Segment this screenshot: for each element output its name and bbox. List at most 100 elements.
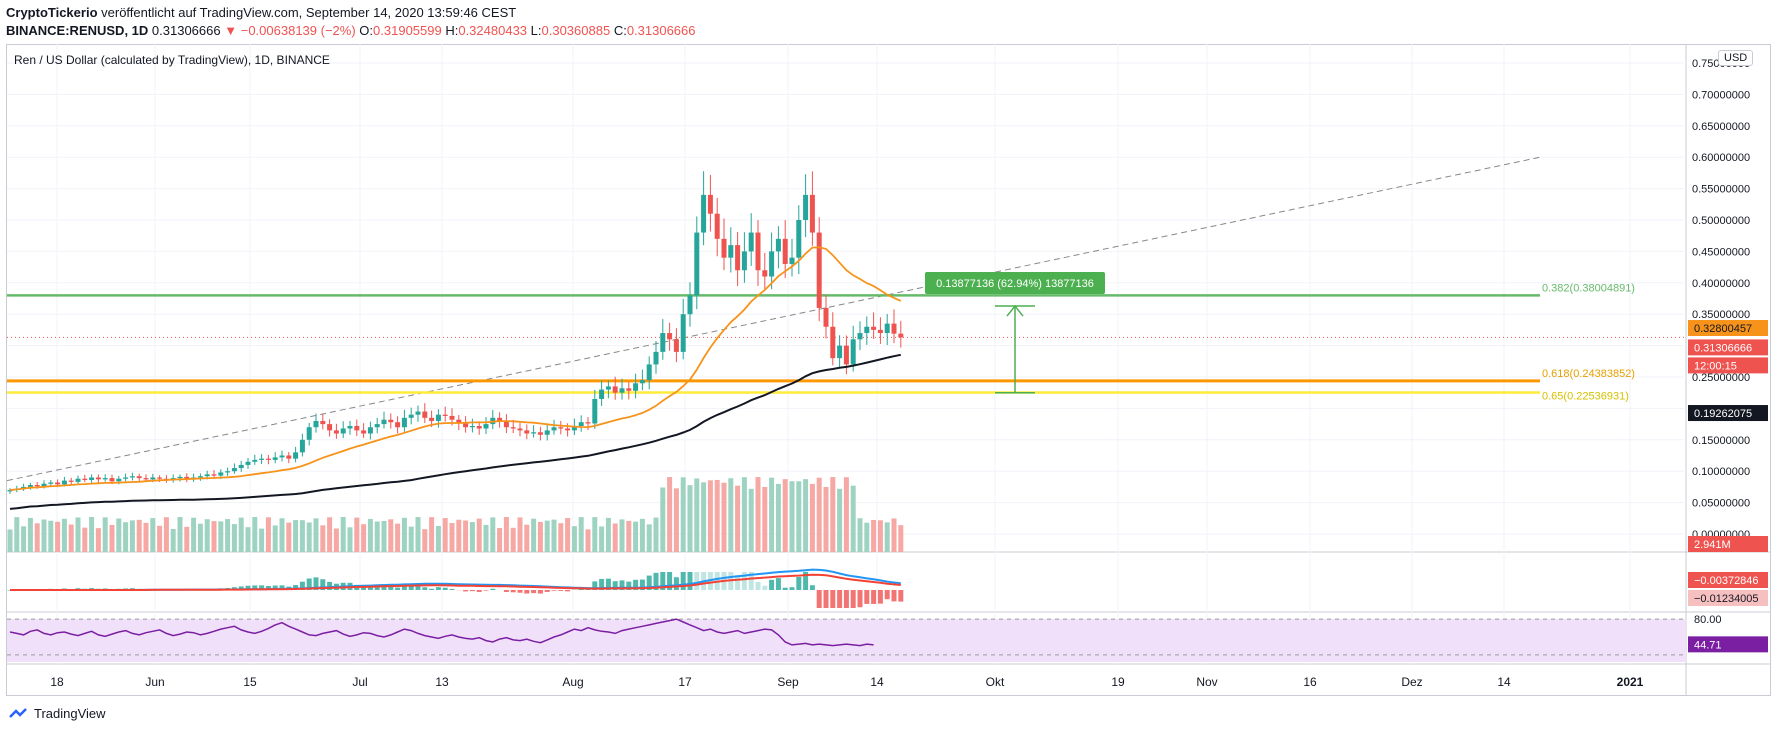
volume-bar bbox=[347, 527, 353, 552]
candle-body bbox=[796, 220, 802, 258]
volume-bar bbox=[191, 517, 197, 552]
volume-bar bbox=[803, 479, 809, 552]
candle-body bbox=[374, 424, 380, 428]
volume-bar bbox=[619, 519, 625, 552]
candle-body bbox=[252, 459, 258, 462]
macd-histogram-bar bbox=[857, 590, 863, 608]
macd-histogram-bar bbox=[592, 581, 598, 590]
volume-bar bbox=[850, 485, 856, 552]
volume-bar bbox=[592, 517, 598, 552]
x-tick-label: 18 bbox=[50, 675, 64, 689]
candle-body bbox=[755, 232, 761, 271]
candle-body bbox=[361, 430, 367, 434]
candle-body bbox=[347, 425, 353, 429]
volume-bar bbox=[286, 522, 292, 552]
countdown-tag: 12:00:15 bbox=[1694, 360, 1737, 372]
last-price-tag-bg bbox=[1688, 339, 1768, 356]
volume-bar bbox=[469, 522, 475, 552]
candle-body bbox=[639, 380, 645, 384]
footer: TradingView bbox=[8, 706, 106, 721]
candle-body bbox=[7, 490, 13, 492]
y-tick-label: 0.25000000 bbox=[1692, 372, 1750, 384]
volume-bar bbox=[333, 528, 339, 552]
y-tick-label: 0.40000000 bbox=[1692, 278, 1750, 290]
o-value: 0.31905599 bbox=[373, 23, 442, 38]
candle-body bbox=[143, 478, 149, 480]
candle-body bbox=[789, 257, 795, 264]
rsi-band bbox=[7, 619, 1686, 662]
macd-histogram-bar bbox=[245, 585, 251, 590]
fib-level-label: 0.65(0.22536931) bbox=[1542, 390, 1629, 402]
candle-body bbox=[150, 477, 156, 480]
volume-bar bbox=[694, 478, 700, 552]
currency-button[interactable]: USD bbox=[1718, 50, 1754, 66]
volume-bar bbox=[830, 477, 836, 552]
ma-fast-tag: 0.32800457 bbox=[1694, 323, 1752, 335]
macd-histogram-bar bbox=[517, 590, 523, 593]
x-tick-label: 2021 bbox=[1617, 675, 1644, 689]
macd-histogram-bar bbox=[653, 572, 659, 590]
volume-bar bbox=[48, 520, 54, 552]
candle-body bbox=[136, 476, 142, 479]
volume-bar bbox=[177, 517, 183, 552]
volume-bar bbox=[531, 518, 537, 552]
x-tick-label: 14 bbox=[1497, 675, 1511, 689]
volume-bar bbox=[408, 526, 414, 552]
volume-bar bbox=[157, 525, 163, 552]
macd-histogram-bar bbox=[605, 578, 611, 590]
volume-bar bbox=[503, 517, 509, 552]
volume-bar bbox=[558, 523, 564, 552]
candle-body bbox=[687, 295, 693, 315]
candle-body bbox=[762, 270, 768, 277]
o-label: O: bbox=[359, 23, 374, 38]
macd-histogram-bar bbox=[775, 578, 781, 590]
macd-histogram-bar bbox=[837, 590, 843, 608]
candle-body bbox=[605, 386, 611, 390]
candle-body bbox=[809, 194, 815, 233]
candle-body bbox=[218, 472, 224, 476]
candle-body bbox=[673, 339, 679, 352]
volume-bar bbox=[367, 518, 373, 552]
volume-bar bbox=[279, 518, 285, 552]
volume-bar bbox=[735, 485, 741, 552]
x-tick-label: Sep bbox=[777, 675, 799, 689]
candle-body bbox=[422, 411, 428, 418]
y-tick-label: 0.50000000 bbox=[1692, 215, 1750, 227]
candle-body bbox=[55, 482, 61, 485]
macd-histogram-bar bbox=[626, 581, 632, 590]
macd-histogram-bar bbox=[809, 585, 815, 590]
candle-body bbox=[320, 420, 326, 425]
macd-histogram-bar bbox=[660, 572, 666, 590]
volume-bar bbox=[463, 520, 469, 552]
volume-bar bbox=[877, 520, 883, 552]
volume-bar bbox=[769, 477, 775, 552]
volume-bar bbox=[449, 523, 455, 552]
candle-body bbox=[102, 478, 108, 480]
last-price-tag: 0.31306666 bbox=[1694, 342, 1752, 354]
candle-body bbox=[231, 468, 237, 472]
change: −0.00638139 (−2%) bbox=[240, 23, 356, 38]
volume-bar bbox=[293, 520, 299, 552]
volume-bar bbox=[265, 517, 271, 552]
volume-bar bbox=[843, 477, 849, 552]
volume-bar bbox=[136, 519, 142, 552]
volume-bar bbox=[299, 520, 305, 552]
macd-histogram-bar bbox=[633, 579, 639, 590]
candle-body bbox=[503, 420, 509, 428]
candle-body bbox=[82, 478, 88, 480]
candle-body bbox=[129, 476, 135, 478]
signal-tag-bg bbox=[1688, 590, 1768, 606]
volume-bar bbox=[129, 520, 135, 552]
candle-body bbox=[395, 422, 401, 428]
macd-histogram-bar bbox=[259, 585, 265, 590]
volume-bar bbox=[755, 477, 761, 552]
candle-body bbox=[646, 364, 652, 381]
volume-bar bbox=[707, 480, 713, 552]
macd-histogram-bar bbox=[551, 590, 557, 591]
candle-body bbox=[803, 194, 809, 220]
volume-bar bbox=[544, 520, 550, 552]
volume-bar bbox=[245, 527, 251, 552]
candle-body bbox=[408, 414, 414, 418]
macd-histogram-bar bbox=[327, 582, 333, 590]
